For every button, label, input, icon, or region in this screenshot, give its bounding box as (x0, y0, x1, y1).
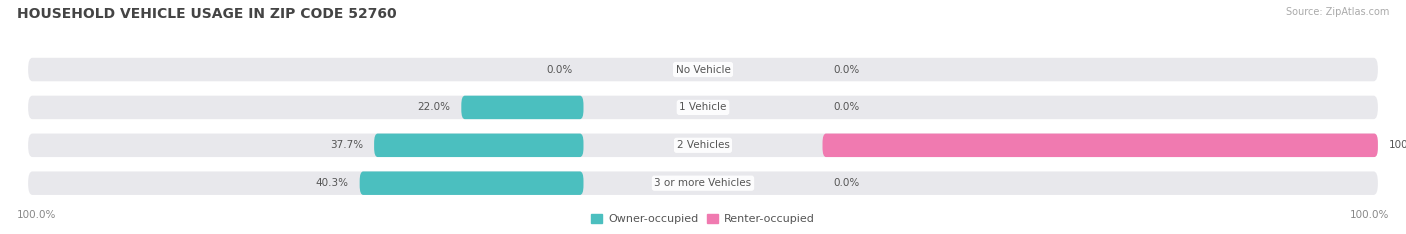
Text: 100.0%: 100.0% (1389, 140, 1406, 150)
Text: 2 Vehicles: 2 Vehicles (676, 140, 730, 150)
FancyBboxPatch shape (360, 172, 583, 195)
FancyBboxPatch shape (823, 134, 1378, 157)
Text: No Vehicle: No Vehicle (675, 65, 731, 75)
Text: 0.0%: 0.0% (834, 178, 860, 188)
Text: 0.0%: 0.0% (546, 65, 572, 75)
Text: 22.0%: 22.0% (418, 102, 450, 112)
Text: 0.0%: 0.0% (834, 102, 860, 112)
Text: 1 Vehicle: 1 Vehicle (679, 102, 727, 112)
Text: HOUSEHOLD VEHICLE USAGE IN ZIP CODE 52760: HOUSEHOLD VEHICLE USAGE IN ZIP CODE 5276… (17, 7, 396, 21)
FancyBboxPatch shape (28, 58, 1378, 81)
Text: 100.0%: 100.0% (1350, 210, 1389, 220)
Text: 0.0%: 0.0% (834, 65, 860, 75)
Text: 3 or more Vehicles: 3 or more Vehicles (654, 178, 752, 188)
FancyBboxPatch shape (28, 134, 1378, 157)
FancyBboxPatch shape (28, 96, 1378, 119)
FancyBboxPatch shape (374, 134, 583, 157)
Text: 40.3%: 40.3% (315, 178, 349, 188)
Text: 37.7%: 37.7% (330, 140, 363, 150)
Legend: Owner-occupied, Renter-occupied: Owner-occupied, Renter-occupied (586, 209, 820, 228)
FancyBboxPatch shape (28, 172, 1378, 195)
Text: 100.0%: 100.0% (17, 210, 56, 220)
Text: Source: ZipAtlas.com: Source: ZipAtlas.com (1285, 7, 1389, 17)
FancyBboxPatch shape (461, 96, 583, 119)
